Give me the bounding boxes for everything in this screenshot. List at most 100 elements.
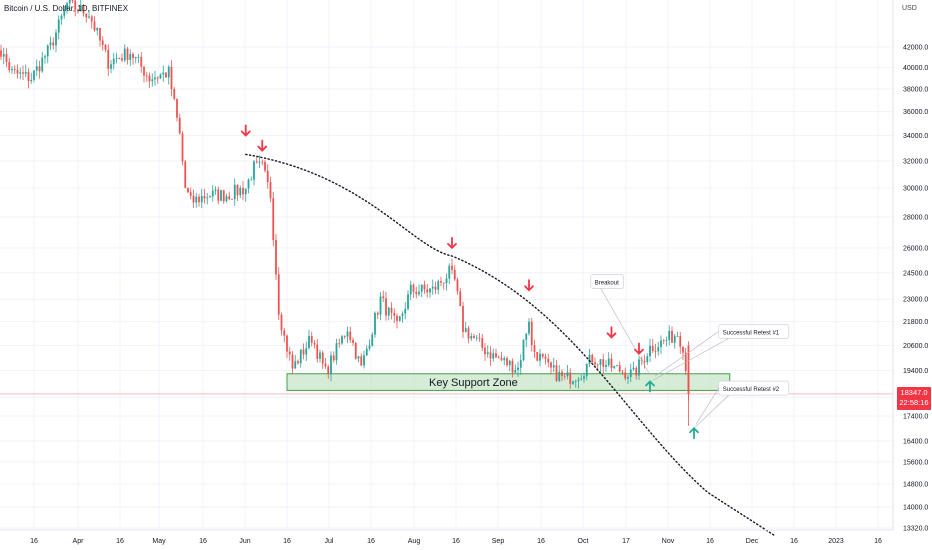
candle-body [368, 345, 371, 349]
candle-body [236, 184, 239, 196]
down-arrow-icon [634, 342, 644, 355]
candle-body [503, 357, 506, 361]
candle-body [332, 355, 335, 361]
candle-body [99, 28, 101, 41]
candle-body [591, 355, 594, 363]
x-tick-label: 16 [283, 538, 291, 545]
candle-body [129, 53, 132, 60]
y-tick-label: 28000.0 [903, 214, 928, 221]
x-tick-label: Dec [746, 538, 759, 545]
candle-body [11, 69, 13, 71]
candle-body [442, 282, 445, 284]
candle-body [506, 357, 508, 366]
y-axis: 42000.0 40000.0 38000.0 36000.0 34000.0 32000… [892, 0, 928, 533]
y-tick-label: 14800.0 [903, 481, 928, 488]
candle-body [52, 42, 55, 46]
up-arrow-icon [689, 427, 699, 440]
x-tick-label: 16 [452, 538, 460, 545]
candle-body [349, 331, 352, 340]
candle-body [682, 346, 684, 353]
candle-body [632, 367, 635, 370]
candle-body [514, 369, 517, 373]
candle-body [123, 48, 126, 61]
candle-body [489, 352, 492, 359]
trendline [245, 153, 775, 536]
annotation-leader [695, 387, 720, 425]
candle-body [225, 196, 228, 202]
candle-body [0, 50, 2, 57]
candle-body [495, 353, 497, 358]
candle-body [423, 284, 426, 290]
y-tick-label: 21800.0 [903, 319, 928, 326]
up-arrow-icon [645, 380, 655, 393]
down-arrow-icon [257, 139, 268, 152]
candle-body [233, 184, 236, 200]
candle-body [613, 365, 616, 369]
candle-body [156, 77, 159, 79]
candle-body [429, 288, 431, 293]
candle-body [319, 352, 321, 359]
candle-body [662, 340, 665, 342]
candle-body [266, 170, 269, 182]
candle-body [511, 360, 514, 373]
candle-body [398, 316, 401, 321]
candle-body [302, 349, 305, 355]
candle-body [385, 298, 387, 316]
candle-body [541, 353, 544, 357]
candle-body [16, 69, 19, 74]
x-tick-label: Nov [662, 538, 675, 545]
candle-body [82, 5, 85, 14]
candle-body [211, 190, 214, 197]
candle-body [264, 161, 266, 171]
candle-body [580, 378, 583, 380]
candle-body [646, 356, 649, 363]
candle-body [217, 189, 220, 201]
candle-body [200, 196, 203, 203]
candle-body [137, 56, 140, 58]
x-tick-label: Aug [408, 538, 421, 545]
last-price-value: 18347.0 [900, 388, 928, 397]
candle-body [242, 188, 244, 195]
candle-body [583, 376, 585, 379]
x-tick-label: 16 [367, 538, 375, 545]
y-tick-label: 13320.0 [903, 526, 928, 533]
candle-body [478, 337, 481, 339]
candle-body [5, 54, 8, 63]
candle-body [544, 356, 547, 359]
candle-body [85, 13, 88, 18]
candle-body [79, 5, 82, 12]
candle-body [244, 188, 247, 195]
candle-body [198, 196, 200, 203]
candle-body [338, 343, 341, 345]
candle-body [357, 356, 360, 359]
candle-body [407, 294, 409, 309]
candle-body [305, 348, 308, 355]
candle-body [247, 179, 250, 189]
arrow-markers [240, 124, 699, 440]
candle-body [638, 359, 640, 376]
candle-body [418, 291, 420, 295]
candle-body [354, 342, 357, 359]
candle-body [321, 352, 324, 364]
candle-body [522, 339, 525, 361]
candle-body [486, 352, 489, 355]
candle-body [178, 117, 181, 134]
candle-body [187, 187, 189, 193]
candle-body [253, 161, 255, 180]
candle-body [448, 265, 451, 279]
candle-body [475, 337, 478, 339]
candle-body [258, 161, 261, 163]
candle-body [426, 289, 429, 293]
candle-body [22, 72, 24, 74]
annotation-leader [600, 288, 651, 376]
y-tick-label: 40000.0 [903, 65, 928, 72]
candle-body [107, 49, 110, 69]
candle-body [382, 296, 385, 299]
candle-body [629, 369, 632, 377]
candle-body [437, 281, 440, 290]
candle-body [673, 336, 676, 343]
candle-body [588, 355, 591, 364]
candle-body [231, 199, 233, 200]
